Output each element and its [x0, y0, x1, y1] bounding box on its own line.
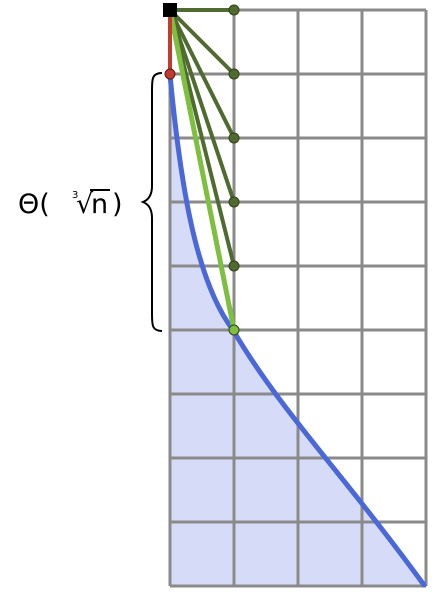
circle-marker [228, 260, 240, 272]
circle-marker [228, 324, 240, 336]
segment-line [167, 9, 237, 331]
segment-line [168, 9, 236, 139]
annotation-root-index: 3 [72, 190, 78, 201]
black-square-marker [163, 3, 177, 17]
circle-marker [228, 132, 240, 144]
circle-marker [228, 196, 240, 208]
circle-marker [228, 68, 240, 80]
red-endpoint-marker [164, 68, 176, 80]
annotation-variable: n [91, 189, 108, 220]
annotation-theta: Θ( [18, 189, 50, 220]
circle-marker [228, 4, 240, 16]
grid [168, 8, 428, 588]
annotation-close: ) [112, 189, 123, 220]
segment-line [168, 9, 236, 203]
segments-from-origin [167, 4, 240, 336]
annotation-radical: √ [76, 189, 94, 220]
curly-brace [140, 72, 163, 332]
segment-line [168, 8, 236, 76]
